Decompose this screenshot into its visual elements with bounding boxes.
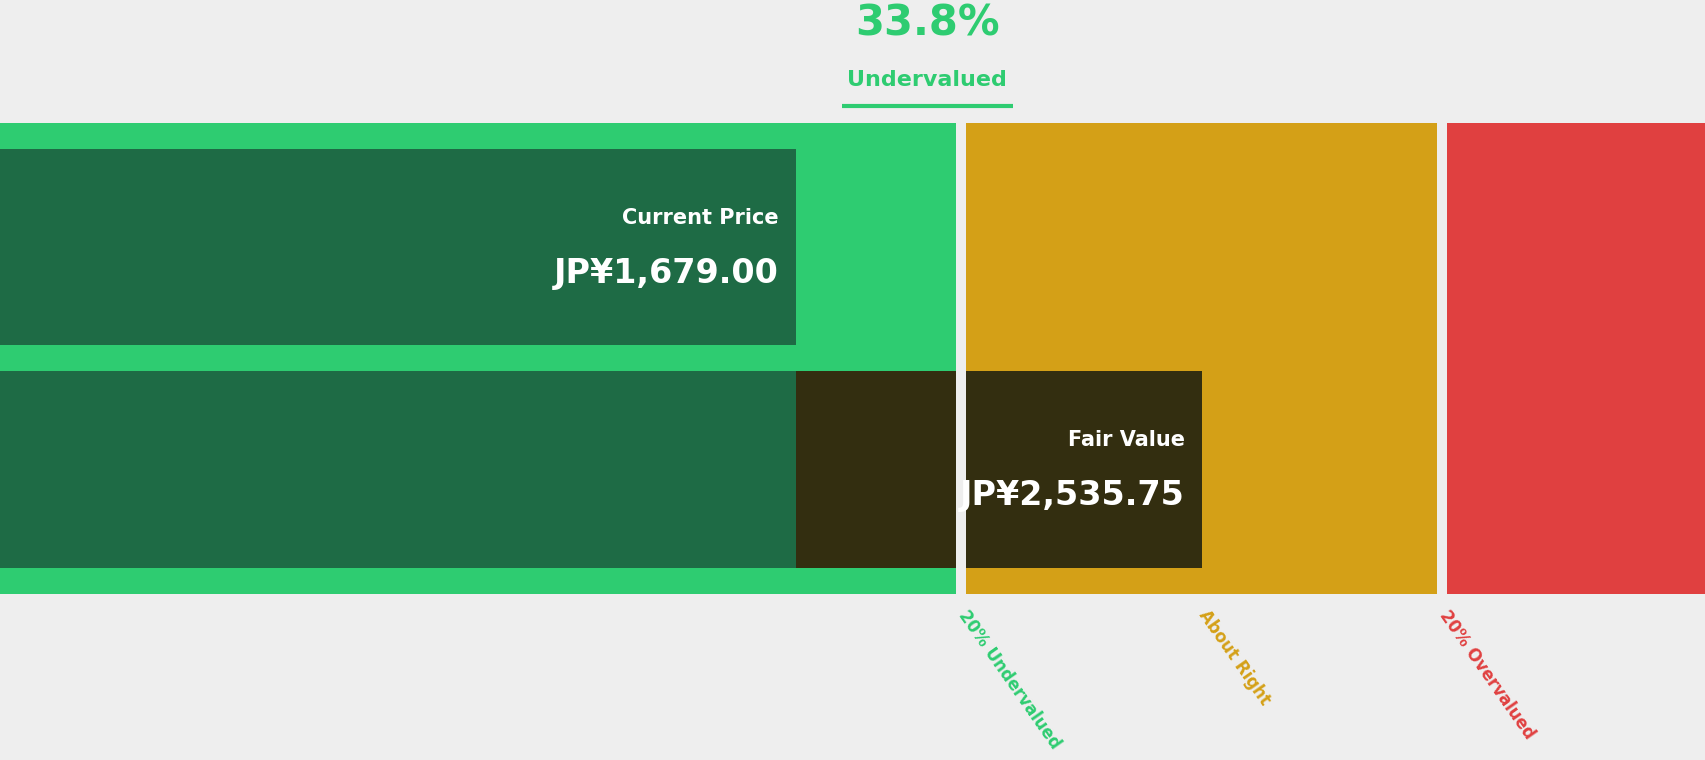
Text: About Right: About Right bbox=[1195, 607, 1274, 709]
Bar bbox=[0, 122, 962, 594]
Text: 20% Undervalued: 20% Undervalued bbox=[955, 607, 1064, 752]
Text: Fair Value: Fair Value bbox=[1067, 430, 1183, 450]
Bar bbox=[0, 149, 795, 345]
Text: JP¥2,535.75: JP¥2,535.75 bbox=[960, 480, 1183, 512]
Bar bbox=[1441, 122, 1705, 594]
Bar bbox=[0, 372, 1200, 568]
Bar bbox=[795, 372, 1200, 568]
Bar bbox=[955, 122, 965, 594]
Bar bbox=[962, 122, 1441, 594]
Text: JP¥1,679.00: JP¥1,679.00 bbox=[554, 257, 777, 290]
Text: Current Price: Current Price bbox=[622, 207, 777, 227]
Bar bbox=[1436, 122, 1446, 594]
Text: 20% Overvalued: 20% Overvalued bbox=[1436, 607, 1538, 743]
Text: 33.8%: 33.8% bbox=[854, 2, 999, 44]
Text: Undervalued: Undervalued bbox=[847, 70, 1006, 90]
